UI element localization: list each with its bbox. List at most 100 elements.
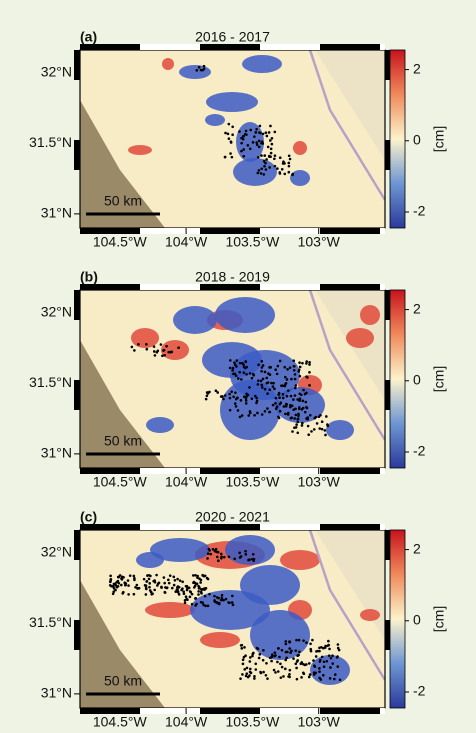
y-tick-label: 32°N	[41, 63, 72, 79]
well	[223, 394, 227, 397]
well	[132, 592, 136, 596]
well	[277, 646, 280, 650]
well	[274, 402, 277, 405]
well	[228, 366, 232, 370]
well	[261, 132, 265, 136]
well	[228, 408, 232, 412]
well	[268, 373, 272, 376]
well	[291, 173, 294, 177]
well	[278, 402, 282, 406]
uplift-area	[161, 340, 189, 360]
well	[248, 411, 252, 415]
well	[300, 408, 304, 411]
well	[294, 407, 297, 411]
well	[257, 656, 261, 660]
well	[263, 164, 266, 168]
road	[308, 290, 385, 441]
well	[194, 573, 197, 577]
well	[205, 391, 209, 394]
well	[244, 360, 247, 363]
well	[291, 430, 294, 433]
well	[202, 64, 206, 68]
well	[298, 361, 301, 364]
well	[333, 677, 336, 681]
well	[328, 677, 332, 680]
subsidence-area	[236, 122, 264, 162]
x-tick-label: 103°W	[298, 474, 341, 490]
well	[236, 409, 240, 412]
well	[162, 576, 166, 579]
well	[306, 416, 309, 419]
well	[313, 665, 317, 668]
map	[80, 50, 385, 228]
well	[177, 593, 181, 596]
well	[297, 414, 300, 418]
well	[273, 654, 276, 658]
well	[228, 392, 231, 396]
well	[231, 594, 234, 598]
scale-bar-label: 50 km	[104, 433, 142, 449]
well	[268, 656, 272, 660]
well	[258, 124, 262, 128]
well	[278, 396, 281, 400]
well	[109, 578, 113, 581]
well	[247, 558, 250, 562]
well	[146, 574, 149, 577]
well	[145, 342, 148, 346]
well	[233, 402, 237, 405]
well	[152, 345, 156, 348]
well	[263, 409, 267, 413]
well	[240, 136, 243, 140]
well	[235, 359, 239, 362]
x-tick-label: 104°W	[165, 474, 208, 490]
well	[232, 372, 235, 376]
well	[266, 381, 270, 384]
well	[271, 403, 275, 407]
well	[289, 416, 293, 420]
road	[308, 50, 385, 201]
uplift-area	[280, 550, 320, 570]
well	[318, 660, 322, 663]
well	[318, 427, 322, 430]
road	[308, 530, 385, 681]
well	[238, 551, 241, 555]
well	[263, 370, 267, 374]
well	[284, 381, 288, 385]
well	[242, 154, 245, 158]
well	[156, 584, 159, 587]
well	[247, 414, 251, 417]
uplift-area	[200, 632, 240, 648]
well	[279, 676, 283, 679]
well	[260, 369, 263, 373]
well	[209, 552, 213, 556]
y-tick-label: 32°N	[41, 303, 72, 319]
well	[300, 661, 304, 664]
well	[208, 390, 211, 394]
well	[177, 346, 180, 349]
well	[295, 660, 299, 663]
well	[297, 638, 301, 642]
well	[242, 371, 246, 375]
well	[122, 576, 125, 579]
uplift-area	[360, 305, 380, 325]
well	[284, 667, 287, 671]
y-tick-label: 31.5°N	[29, 614, 72, 630]
well	[120, 583, 123, 587]
well	[326, 644, 330, 647]
well	[248, 372, 252, 375]
well	[228, 601, 231, 605]
well	[229, 140, 233, 143]
well	[287, 154, 291, 158]
well	[269, 151, 273, 155]
well	[238, 130, 241, 133]
scale-bar-label: 50 km	[104, 193, 142, 209]
well	[223, 555, 226, 559]
well	[328, 647, 331, 651]
well	[231, 125, 234, 129]
well	[259, 670, 262, 674]
well	[231, 603, 235, 607]
well	[327, 639, 330, 643]
well	[176, 586, 179, 589]
well	[164, 586, 167, 589]
well	[219, 395, 223, 398]
